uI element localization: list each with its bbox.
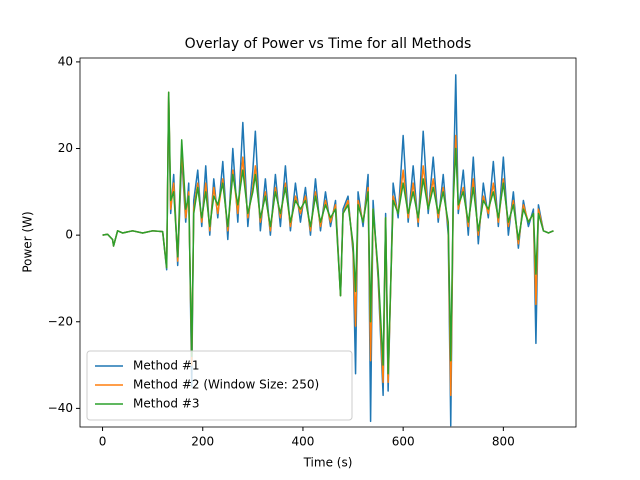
legend-label: Method #1 [133,359,200,373]
x-tick-label: 400 [291,435,314,449]
y-tick-label: 20 [58,141,73,155]
x-tick-label: 800 [492,435,515,449]
y-tick-label: −20 [48,314,73,328]
y-tick-label: 40 [58,54,73,68]
legend-label: Method #3 [133,397,200,411]
y-tick-label: 0 [65,228,73,242]
chart-title: Overlay of Power vs Time for all Methods [185,36,472,52]
legend-box [86,350,353,421]
plot-frame [79,57,577,428]
data-line [102,91,554,375]
y-axis-label: Power (W) [21,211,35,272]
legend-label: Method #2 (Window Size: 250) [133,378,319,392]
x-tick-label: 200 [191,435,214,449]
y-tick-label: −40 [48,401,73,415]
x-tick-label: 0 [99,435,107,449]
x-tick-label: 600 [392,435,415,449]
x-axis-label: Time (s) [303,456,353,470]
